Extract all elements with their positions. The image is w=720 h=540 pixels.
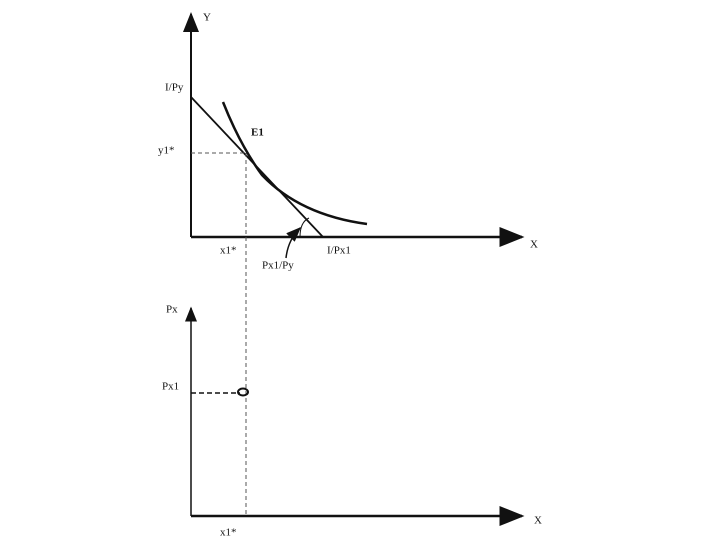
label: Px1 <box>162 381 179 393</box>
label: x1* <box>220 245 237 257</box>
axis-label: X <box>534 515 542 527</box>
point <box>237 387 249 397</box>
indifference-curve <box>221 101 368 226</box>
label: E1 <box>251 127 264 139</box>
label: Px1/Py <box>262 260 294 272</box>
axis-label: Px <box>166 304 178 316</box>
label: x1* <box>220 527 237 539</box>
axis-label: X <box>530 239 538 251</box>
slope-arrow <box>285 226 302 259</box>
label: y1* <box>158 145 175 157</box>
label: I/Px1 <box>327 245 351 257</box>
label: I/Py <box>165 82 184 94</box>
axis-label: Y <box>203 12 211 24</box>
